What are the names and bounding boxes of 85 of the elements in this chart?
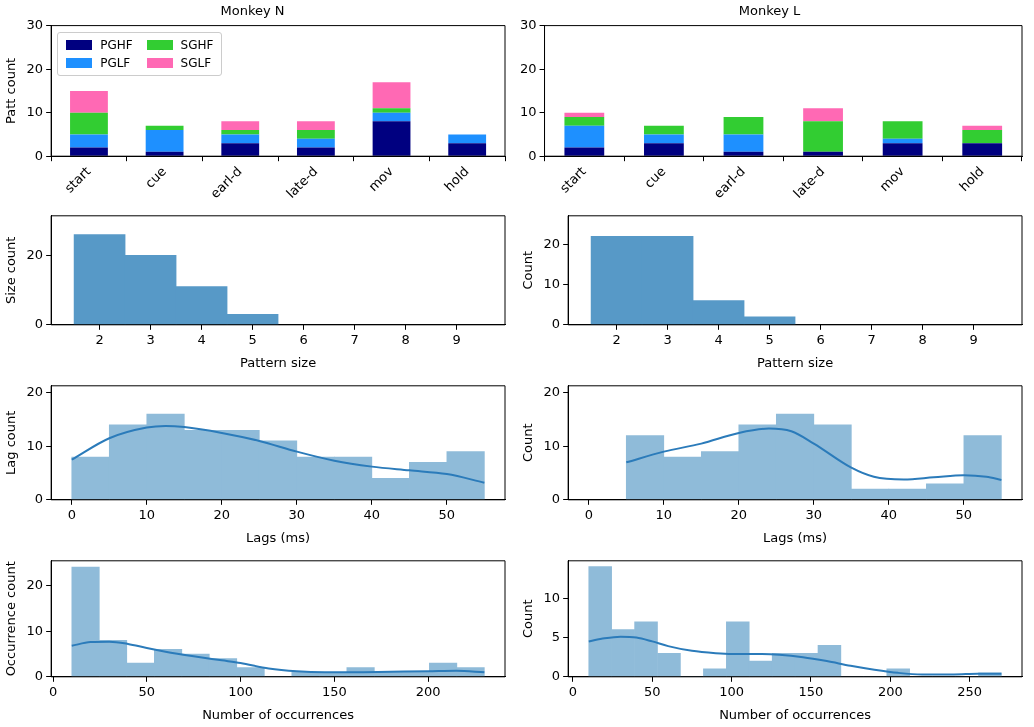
x-tick-label: 0 — [67, 506, 76, 522]
x-tick-label: 0 — [568, 683, 578, 699]
x-tick-label: 250 — [957, 683, 983, 699]
chart-title: Monkey N — [220, 3, 285, 19]
x-tick-label: 5 — [248, 331, 257, 347]
x-tick-label: 3 — [663, 331, 672, 347]
x-axis-title: Lags (ms) — [763, 529, 828, 545]
y-tick-label: 5 — [551, 628, 561, 644]
x-tick-label: 20 — [730, 506, 748, 522]
y-tick-label: 0 — [34, 491, 44, 507]
x-tick-label: 30 — [288, 506, 306, 522]
x-tick-label: 7 — [350, 331, 359, 347]
x-axis-title: Number of occurrences — [202, 706, 355, 722]
x-tick-label: 150 — [798, 683, 824, 699]
y-tick-label: 20 — [543, 235, 561, 251]
x-tick-label: 50 — [643, 683, 661, 699]
y-tick-label: 0 — [551, 491, 561, 507]
y-tick-label: 20 — [26, 384, 44, 400]
x-tick-label: 10 — [138, 506, 156, 522]
x-tick-label: 8 — [918, 331, 927, 347]
y-tick-label: 0 — [551, 316, 561, 332]
y-axis-title: Count — [520, 599, 536, 639]
x-tick-label: 30 — [805, 506, 823, 522]
y-axis-title: Count — [520, 423, 536, 463]
y-tick-label: 0 — [34, 147, 44, 163]
x-tick-label: 100 — [228, 683, 253, 699]
y-axis-title: Lag count — [3, 410, 19, 475]
x-tick-label: 200 — [415, 683, 441, 699]
y-tick-label: 30 — [520, 16, 537, 32]
x-tick-label: 10 — [655, 506, 673, 522]
x-axis-title: Pattern size — [757, 354, 834, 370]
y-tick-label: 0 — [551, 668, 561, 684]
y-tick-label: 10 — [26, 104, 44, 120]
x-tick-label: 50 — [138, 683, 156, 699]
legend-label: SGHF — [180, 37, 214, 52]
x-axis-title: Number of occurrences — [719, 706, 872, 722]
y-tick-label: 30 — [26, 16, 44, 32]
x-tick-label: 6 — [816, 331, 825, 347]
legend-label: PGLF — [100, 55, 131, 70]
x-tick-label: 0 — [48, 683, 58, 699]
x-tick-label: 0 — [584, 506, 593, 522]
y-tick-label: 20 — [520, 60, 537, 76]
y-tick-label: 0 — [34, 668, 44, 684]
y-axis-title: Count — [520, 251, 536, 290]
x-axis-title: Lags (ms) — [246, 529, 311, 545]
y-tick-label: 0 — [34, 316, 44, 332]
x-tick-label: 9 — [452, 331, 461, 347]
x-tick-label: 40 — [880, 506, 898, 522]
x-tick-label: 50 — [438, 506, 456, 522]
x-tick-label: 100 — [719, 683, 745, 699]
x-tick-label: cue — [641, 163, 669, 191]
x-axis-title: Pattern size — [240, 354, 317, 370]
x-tick-label: 9 — [969, 331, 978, 347]
y-tick-label: 20 — [26, 246, 44, 262]
y-tick-label: 10 — [543, 275, 561, 291]
x-tick-label: 8 — [401, 331, 410, 347]
x-tick-label: 7 — [867, 331, 876, 347]
y-tick-label: 20 — [543, 384, 561, 400]
y-tick-label: 10 — [520, 104, 537, 120]
y-axis-title: Patt count — [3, 57, 19, 125]
y-tick-label: 10 — [543, 589, 561, 605]
legend-label: SGLF — [180, 55, 212, 70]
y-tick-label: 10 — [26, 622, 44, 638]
y-axis-title: Occurrence count — [3, 561, 19, 677]
x-tick-label: 20 — [213, 506, 231, 522]
x-tick-label: 150 — [321, 683, 347, 699]
x-tick-label: 50 — [955, 506, 973, 522]
x-tick-label: cue — [141, 163, 170, 191]
x-tick-label: 5 — [765, 331, 774, 347]
legend-label: PGHF — [100, 37, 133, 52]
y-tick-label: 20 — [26, 576, 44, 592]
x-tick-label: 2 — [95, 331, 104, 347]
y-tick-label: 10 — [543, 437, 561, 453]
x-tick-label: 6 — [299, 331, 308, 347]
y-tick-label: 20 — [26, 60, 44, 76]
x-tick-label: 4 — [197, 331, 206, 347]
y-tick-label: 0 — [528, 147, 537, 163]
x-tick-label: 200 — [877, 683, 903, 699]
x-tick-label: 3 — [146, 331, 155, 347]
chart-title: Monkey L — [738, 3, 802, 19]
y-tick-label: 10 — [26, 437, 44, 453]
x-tick-label: 2 — [612, 331, 621, 347]
y-axis-title: Size count — [3, 236, 19, 305]
x-tick-label: 40 — [363, 506, 381, 522]
x-tick-label: 4 — [714, 331, 723, 347]
